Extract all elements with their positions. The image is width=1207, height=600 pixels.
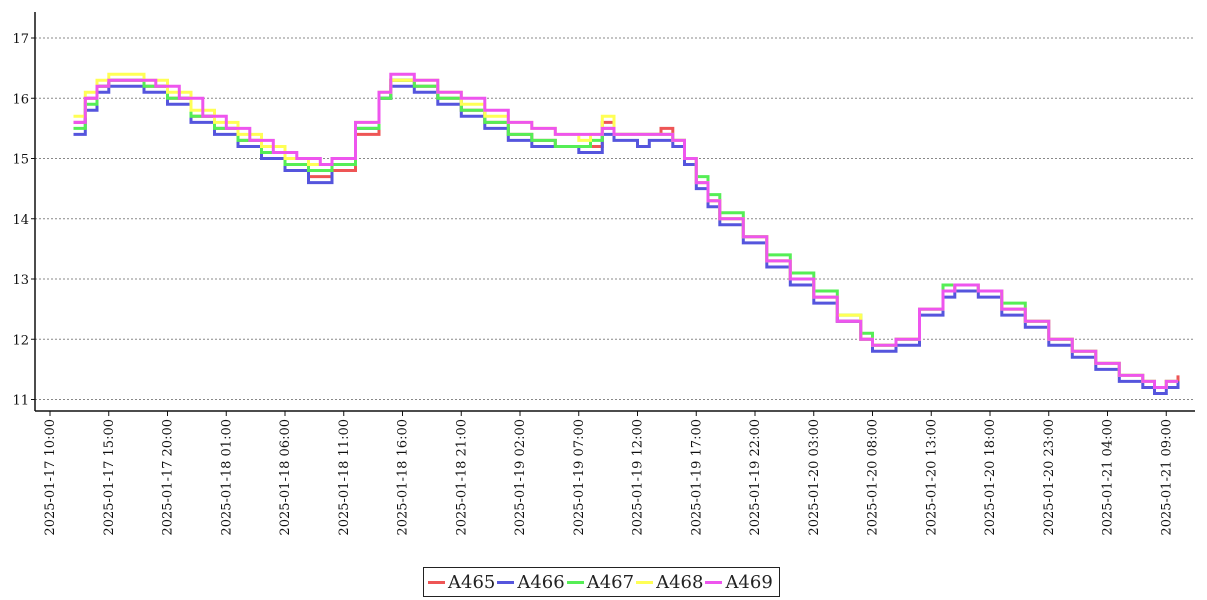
legend-item-a469: A469 [705, 571, 773, 593]
x-axis-ticks: 2025-01-17 10:00 2025-01-17 15:00 2025-01-… [43, 411, 1174, 536]
x-tick-label: 2025-01-19 12:00 [631, 419, 646, 536]
y-tick-label: 13 [12, 273, 29, 288]
legend-label: A469 [725, 571, 773, 593]
legend-item-a465: A465 [428, 572, 495, 593]
x-tick-label: 2025-01-19 07:00 [572, 419, 587, 536]
x-tick-label: 2025-01-17 10:00 [43, 419, 58, 536]
x-tick-label: 2025-01-21 09:00 [1159, 419, 1174, 536]
legend-label: A466 [517, 571, 565, 593]
x-tick-label: 2025-01-17 15:00 [102, 419, 117, 536]
y-tick-label: 15 [12, 153, 29, 168]
x-tick-label: 2025-01-18 06:00 [278, 419, 293, 536]
legend-label: A465 [448, 571, 496, 593]
series-line-a468 [73, 72, 1178, 389]
y-tick-label: 12 [12, 333, 29, 348]
legend-swatch [497, 580, 515, 584]
legend-swatch [428, 580, 445, 584]
legend-swatch [705, 580, 723, 584]
x-tick-label: 2025-01-20 03:00 [807, 419, 822, 536]
x-tick-label: 2025-01-17 20:00 [161, 419, 176, 536]
x-tick-label: 2025-01-18 11:00 [337, 419, 352, 536]
legend-item-a466: A466 [497, 571, 565, 593]
x-tick-label: 2025-01-19 02:00 [513, 419, 528, 536]
y-tick-label: 14 [12, 213, 29, 228]
x-tick-label: 2025-01-20 18:00 [983, 419, 998, 536]
series-lines [73, 72, 1180, 395]
x-tick-label: 2025-01-20 13:00 [924, 419, 939, 536]
y-tick-label: 17 [12, 32, 29, 47]
y-axis-ticks: 11 12 13 14 15 16 17 [12, 32, 35, 409]
legend-item-a468: A468 [636, 572, 703, 593]
series-line-a469 [73, 72, 1178, 389]
x-tick-label: 2025-01-20 23:00 [1042, 419, 1057, 536]
x-tick-label: 2025-01-19 17:00 [689, 419, 704, 536]
legend-label: A468 [656, 571, 704, 593]
legend-item-a467: A467 [566, 571, 635, 593]
y-tick-label: 16 [12, 92, 29, 107]
y-tick-label: 11 [12, 394, 29, 409]
x-tick-label: 2025-01-18 01:00 [219, 419, 234, 536]
x-tick-label: 2025-01-19 22:00 [748, 419, 763, 536]
legend-label: A467 [586, 571, 635, 593]
x-tick-label: 2025-01-21 04:00 [1101, 419, 1116, 536]
axes [34, 12, 1195, 412]
legend-swatch [566, 580, 584, 584]
grid [35, 37, 1195, 400]
x-tick-label: 2025-01-20 08:00 [866, 419, 881, 536]
x-tick-label: 2025-01-18 21:00 [454, 419, 469, 536]
legend: A465 A466 A467 A468 A469 [423, 567, 780, 597]
legend-swatch [636, 580, 654, 584]
x-tick-label: 2025-01-18 16:00 [396, 419, 411, 536]
